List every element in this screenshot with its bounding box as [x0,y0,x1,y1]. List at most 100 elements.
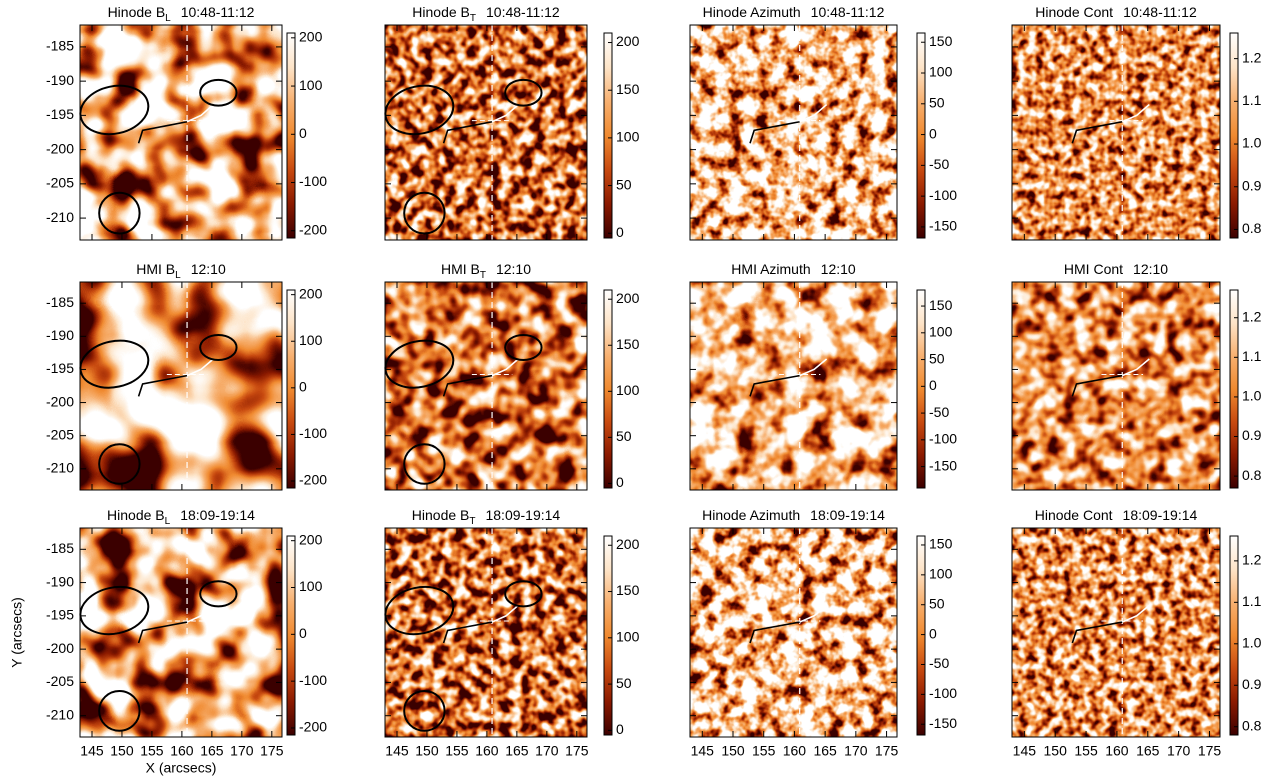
ellipse [199,78,238,107]
colorbar-tick-label: -200 [299,472,327,488]
colorbar-tick-label: 100 [616,129,640,145]
ellipse [403,690,446,732]
plot-frame [689,281,898,491]
colorbar-tick-label: -100 [299,425,327,441]
colorbar-tick-label: 50 [929,350,945,366]
colorbar-tick-label: 1.0 [1242,135,1262,151]
image [690,25,897,240]
title-main: HMI Cont [1064,261,1123,277]
loop-white [186,604,214,623]
title-main: Hinode B [108,4,166,20]
colorbar-tick-label: 150 [929,536,953,552]
x-tick-label: 165 [813,743,837,759]
y-tick-label: -190 [46,327,74,343]
y-tick-label: -205 [46,673,74,689]
loop-white [491,358,519,377]
x-tick-label: 145 [385,743,409,759]
colorbar [916,289,926,489]
colorbar-tick-label: 100 [616,629,640,645]
colorbar-tick-label: -100 [299,672,327,688]
plot-frame [384,281,588,491]
title-time: 18:09-19:14 [1123,507,1198,523]
y-tick-label: -195 [46,607,74,623]
title-time: 12:10 [821,261,856,277]
panel-title: HMI Cont 12:10 [1064,261,1168,277]
panel-title: Hinode BT 18:09-19:14 [412,507,561,527]
panel-title: Hinode Azimuth 18:09-19:14 [702,507,885,523]
loop-black [1071,621,1123,644]
y-tick-label: -185 [46,540,74,556]
colorbar-tick-label: 100 [929,64,953,80]
colorbar-tick-label: -100 [299,173,327,189]
x-tick-label: 170 [844,743,868,759]
x-tick-label: 155 [140,743,164,759]
plot-frame [1011,24,1221,241]
title-main: Hinode B [412,507,470,523]
title-time: 10:48-11:12 [181,4,255,20]
ellipse [199,334,238,361]
colorbar-tick-label: 200 [616,33,640,49]
title-sub: L [165,13,171,24]
colorbar-tick-label: 0 [929,125,937,141]
loop-black [749,374,800,397]
plot-frame [1011,527,1221,738]
y-tick-label: -190 [46,573,74,589]
y-tick-label: -205 [46,426,74,442]
colorbar-tick-label: 1.2 [1242,49,1262,65]
loop-black [442,621,493,644]
colorbar-tick-label: 0 [616,474,624,490]
colorbar-tick-label: -100 [929,431,957,447]
x-tick-label: 175 [260,743,284,759]
y-tick-label: -200 [46,393,74,409]
x-tick-label: 165 [505,743,529,759]
x-tick-label: 160 [475,743,499,759]
colorbar-tick-label: 150 [929,297,953,313]
x-tick-label: 160 [170,743,194,759]
x-tick-label: 165 [200,743,224,759]
image [385,528,587,737]
colorbar-tick-label: 0.9 [1242,427,1262,443]
panel-title: Hinode BL 10:48-11:12 [108,4,255,24]
colorbar-tick-label: -50 [929,156,949,172]
loop-black [137,374,188,397]
title-time: 12:10 [496,261,531,277]
colorbar-tick-label: 0 [299,125,307,141]
loop-white [186,103,214,123]
colorbar-tick-label: 50 [929,94,945,110]
y-tick-label: -185 [46,294,74,310]
colorbar-tick-label: 200 [616,290,640,306]
y-tick-label: -200 [46,640,74,656]
panel-title: Hinode Cont 10:48-11:12 [1035,4,1197,20]
colorbar-tick-label: 200 [299,285,323,301]
x-tick-label: 145 [691,743,715,759]
y-tick-label: -205 [46,175,74,191]
colorbar-tick-label: -100 [929,685,957,701]
loop-black [137,621,188,644]
y-tick-label: -195 [46,106,74,122]
colorbar-tick-label: -150 [929,218,957,234]
ellipse [504,580,543,608]
image [385,282,587,490]
title-sub: L [165,516,171,527]
loop-white [1121,604,1150,623]
colorbar-tick-label: 200 [616,536,640,552]
colorbar-tick-label: 100 [929,566,953,582]
ellipse [98,443,141,485]
y-tick-label: -210 [46,460,74,476]
colorbar-tick-label: 100 [299,77,323,93]
colorbar-tick-label: 50 [616,176,632,192]
ellipse [79,585,150,636]
colorbar-tick-label: 1.2 [1242,308,1262,324]
colorbar-tick-label: 0 [929,625,937,641]
x-tick-label: 150 [110,743,134,759]
x-tick-label: 155 [752,743,776,759]
colorbar-tick-label: 0 [929,377,937,393]
colorbar-tick-label: 50 [616,428,632,444]
loop-black [442,374,493,397]
colorbar [916,535,926,736]
colorbar-tick-label: 1.1 [1242,593,1262,609]
colorbar [1229,32,1239,239]
x-tick-label: 170 [1167,743,1191,759]
x-tick-label: 170 [230,743,254,759]
image [80,25,282,240]
